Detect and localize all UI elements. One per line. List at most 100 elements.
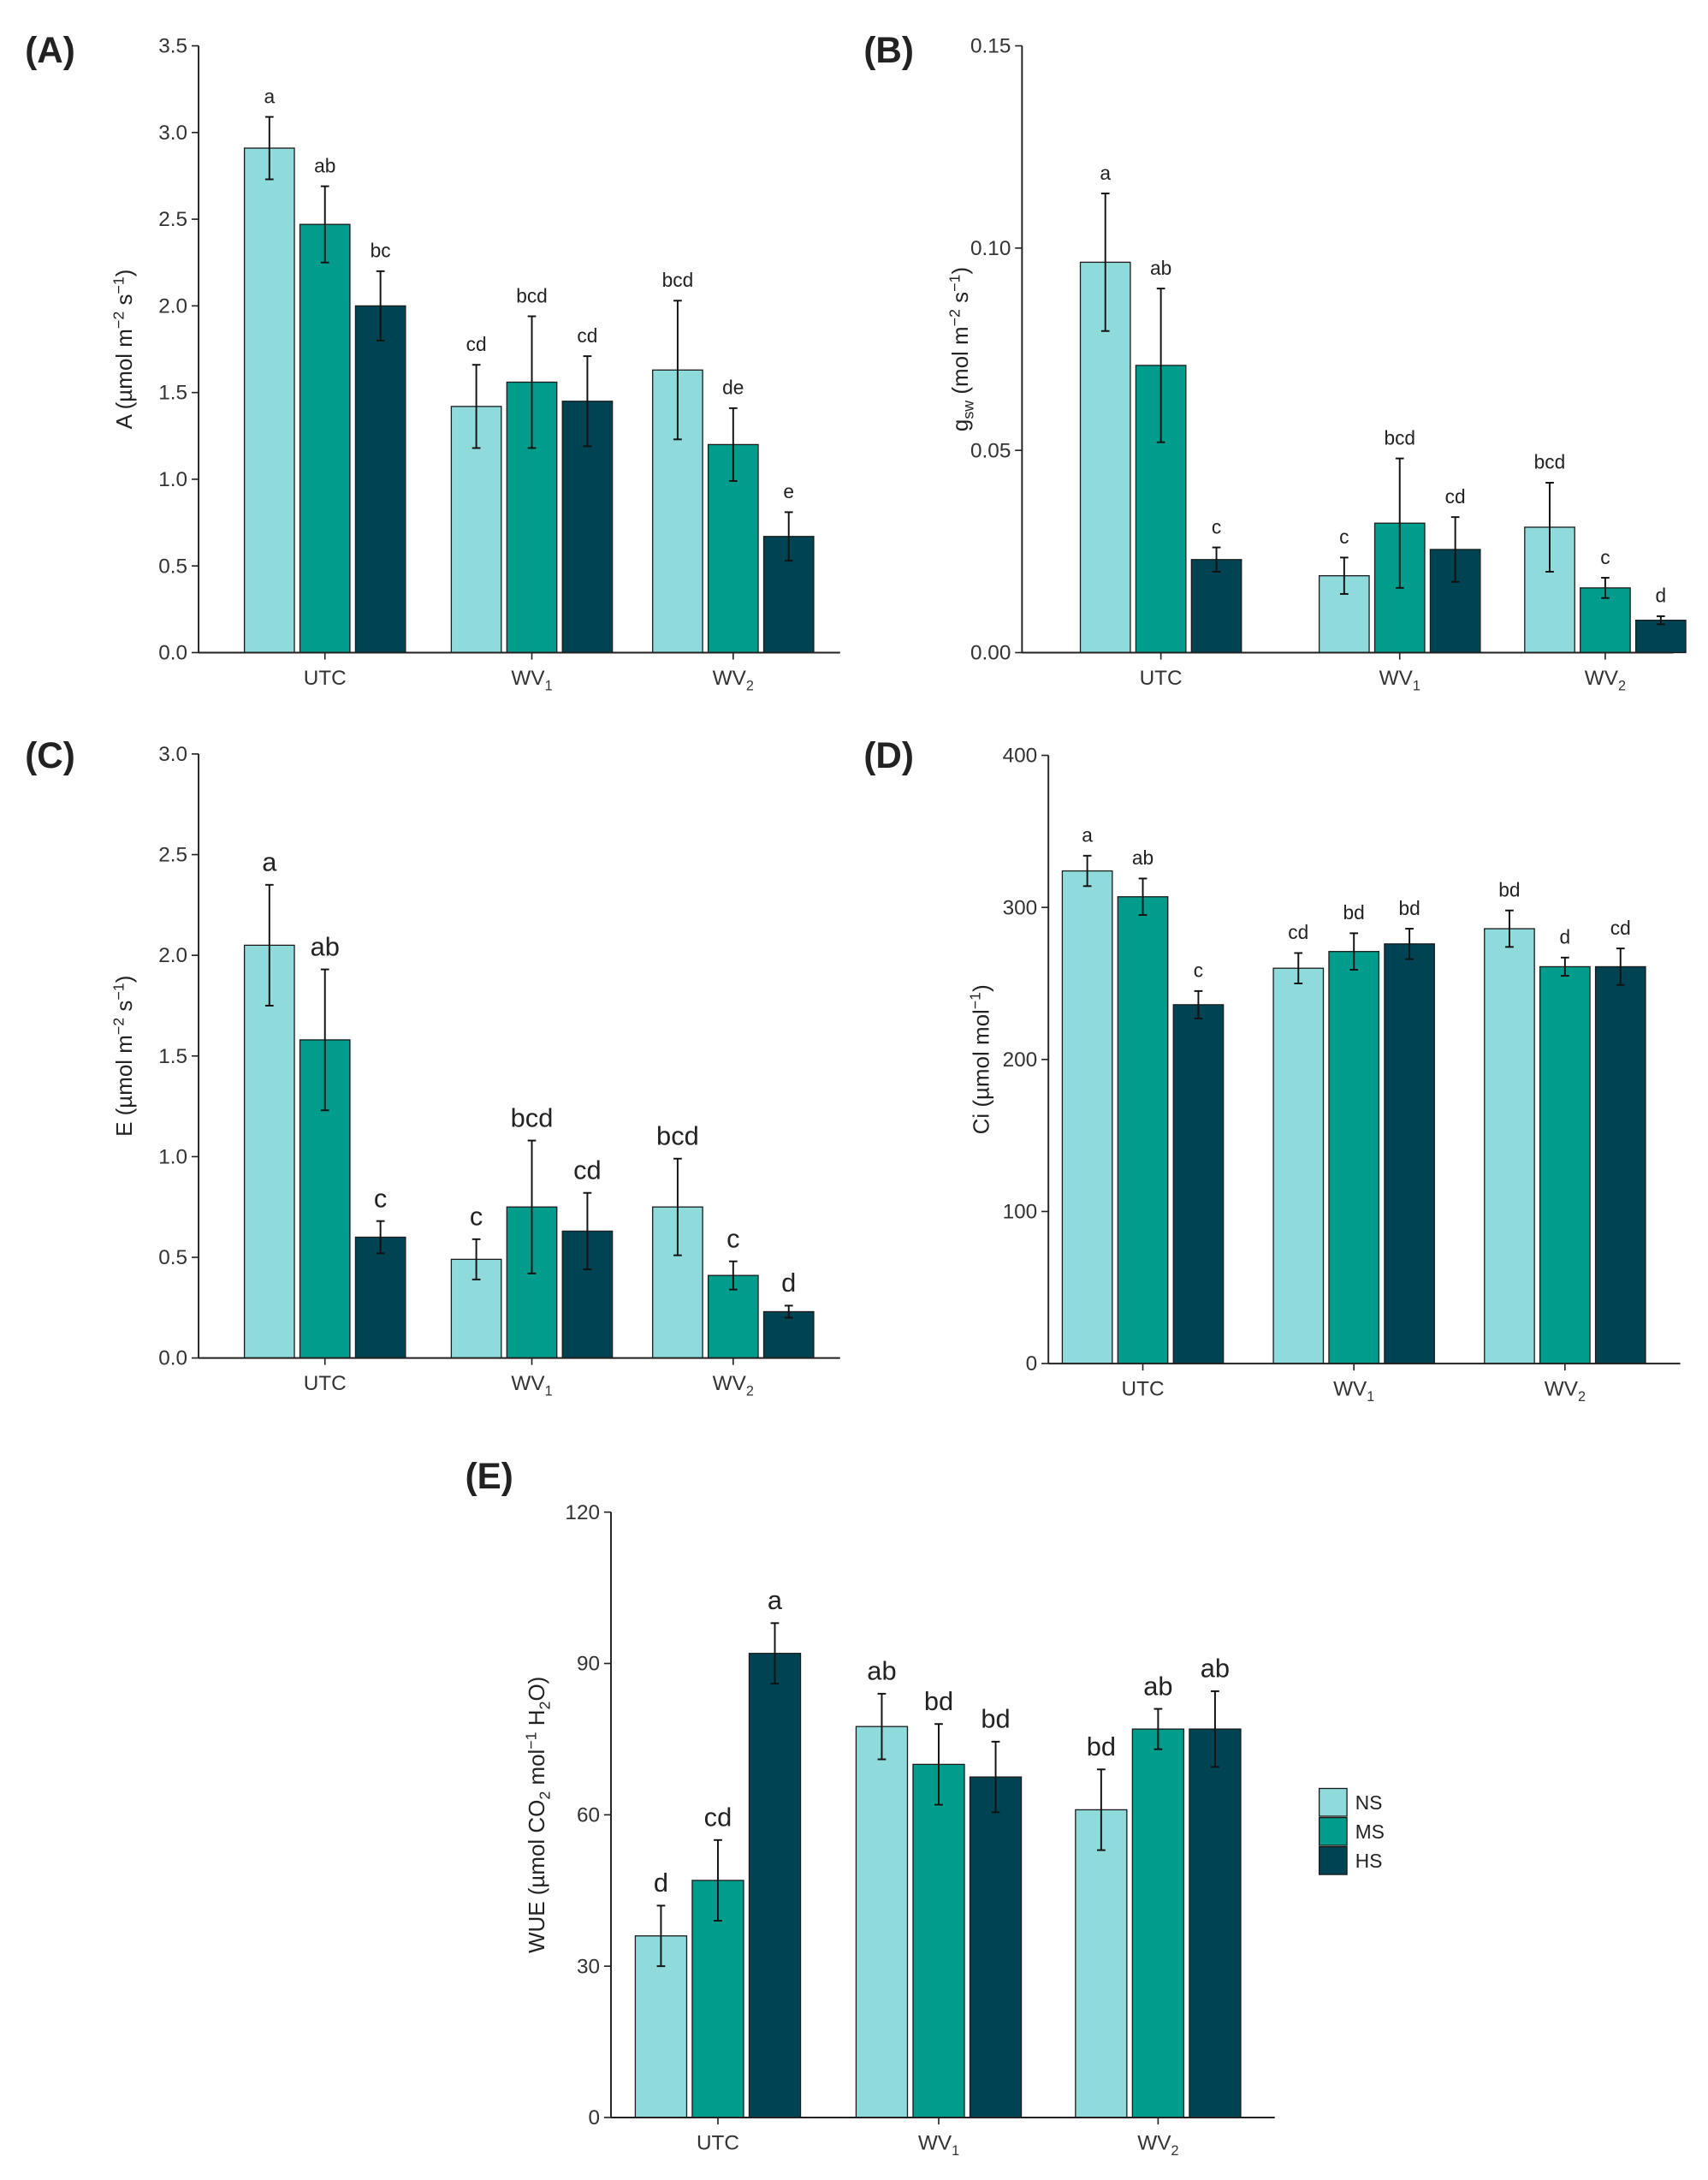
significance-letter: bc <box>371 240 391 262</box>
significance-letter: cd <box>1445 485 1466 508</box>
category-text: WV <box>1333 1377 1367 1400</box>
y-tick-label: 3.5 <box>158 35 187 58</box>
y-tick-label: 0.10 <box>970 237 1011 260</box>
significance-letter: bd <box>981 1704 1010 1734</box>
bar-hs <box>354 1236 406 1359</box>
x-tick-label: UTC <box>304 667 347 690</box>
y-axis-label-part: −1 <box>522 1732 539 1749</box>
y-tick-label: 3.0 <box>158 122 187 145</box>
y-tick-label: 0.5 <box>158 555 187 578</box>
category-subscript: 1 <box>1367 1389 1374 1405</box>
category-subscript: 1 <box>545 1383 553 1399</box>
significance-letter: ab <box>1150 257 1171 279</box>
significance-letter: a <box>264 85 275 107</box>
significance-letter: bd <box>1498 879 1520 901</box>
significance-letter: ab <box>1143 1671 1172 1701</box>
y-axis-label-part: Ci (µmol mol <box>968 1009 993 1134</box>
significance-letter: cd <box>1610 917 1631 939</box>
significance-letter: c <box>1600 546 1610 568</box>
bar-ms <box>299 223 351 654</box>
x-tick-label: UTC <box>1140 667 1183 690</box>
significance-letter: d <box>654 1868 668 1898</box>
bar-hs <box>748 1653 802 2118</box>
y-tick-label: 2.5 <box>158 844 187 867</box>
bar-hs <box>1384 943 1435 1364</box>
category-text: WV <box>1137 2131 1171 2154</box>
y-tick-label: 60 <box>577 1803 600 1827</box>
y-axis-label-part: ) <box>968 984 993 992</box>
legend: NS MS HS <box>1318 1787 1385 1875</box>
significance-letter: cd <box>704 1803 732 1833</box>
panel-label: (A) <box>25 30 75 70</box>
x-tick-label: WV1 <box>511 1372 552 1399</box>
y-axis-label-part: E (µmol m <box>111 1035 137 1137</box>
significance-letter: ab <box>1201 1654 1230 1684</box>
significance-letter: cd <box>577 324 597 347</box>
y-tick-label: 0 <box>589 2106 601 2130</box>
y-tick-label: 2.0 <box>158 294 187 318</box>
bar-hs <box>1634 620 1687 654</box>
bar-ms <box>1539 965 1591 1364</box>
bar-ns <box>1061 870 1113 1364</box>
y-tick-label: 1.5 <box>158 1045 187 1068</box>
y-axis-label-part: mol <box>524 1749 549 1791</box>
significance-letter: cd <box>573 1155 602 1185</box>
significance-letter: bcd <box>662 269 694 291</box>
category-text: WV <box>511 1372 545 1395</box>
category-text: WV <box>713 1372 747 1395</box>
significance-letter: bd <box>1343 901 1365 924</box>
significance-letter: ab <box>311 931 340 961</box>
category-subscript: 1 <box>952 2143 959 2159</box>
legend-label: NS <box>1355 1791 1383 1814</box>
y-tick-label: 0.5 <box>158 1246 187 1269</box>
category-text: WV <box>1545 1377 1579 1400</box>
significance-letter: a <box>262 847 277 877</box>
x-tick-label: WV2 <box>1585 667 1626 693</box>
bar-ns <box>855 1726 909 2118</box>
y-tick-label: 1.0 <box>158 1145 187 1168</box>
significance-letter: c <box>470 1202 483 1232</box>
bar-ns <box>1075 1809 1128 2118</box>
significance-letter: c <box>1339 526 1349 548</box>
significance-letter: bd <box>1398 897 1420 919</box>
significance-letter: cd <box>466 333 487 355</box>
bar-hs <box>1594 965 1646 1364</box>
category-text: WV <box>1379 667 1414 690</box>
legend-swatch-ns <box>1318 1787 1348 1817</box>
y-axis-label-part: (mol m <box>947 326 973 401</box>
significance-letter: bd <box>1087 1732 1116 1761</box>
x-tick-label: UTC <box>304 1372 347 1395</box>
y-axis-label-part: ) <box>947 267 973 275</box>
significance-letter: d <box>781 1268 796 1298</box>
y-tick-label: 30 <box>577 1955 600 1978</box>
significance-letter: d <box>1656 585 1667 607</box>
y-axis-label-part: s <box>111 294 137 312</box>
bar-ms <box>1117 896 1169 1364</box>
significance-letter: c <box>1194 959 1203 982</box>
y-axis-label-part: −1 <box>946 274 963 291</box>
panel-label: (B) <box>863 30 914 70</box>
significance-letter: bd <box>924 1686 953 1716</box>
x-tick-label: WV1 <box>511 667 552 693</box>
y-tick-label: 200 <box>1003 1048 1038 1072</box>
significance-letter: d <box>1560 926 1571 948</box>
bar-hs <box>1190 559 1242 654</box>
bar-ns <box>1484 928 1535 1364</box>
y-tick-label: 90 <box>577 1653 600 1676</box>
y-tick-label: 0.0 <box>158 1347 187 1370</box>
y-axis-label-part: O) <box>524 1677 549 1702</box>
y-axis-label-part: −1 <box>110 983 127 1000</box>
x-tick-label: UTC <box>1122 1377 1165 1400</box>
y-axis-label-part: −1 <box>110 276 127 294</box>
y-axis-label-part: s <box>111 1001 137 1018</box>
y-axis-label: A (µmol m−2 s−1) <box>110 270 137 430</box>
y-axis-label-part: −2 <box>110 312 127 329</box>
panel-label: (D) <box>863 735 914 775</box>
legend-label: MS <box>1355 1821 1385 1843</box>
panel-label: (E) <box>466 1456 513 1496</box>
y-tick-label: 400 <box>1003 745 1038 768</box>
category-subscript: 2 <box>1578 1389 1586 1405</box>
y-axis-label-part: H <box>524 1709 549 1732</box>
legend-swatch-ms <box>1318 1816 1348 1846</box>
y-tick-label: 120 <box>565 1501 600 1524</box>
